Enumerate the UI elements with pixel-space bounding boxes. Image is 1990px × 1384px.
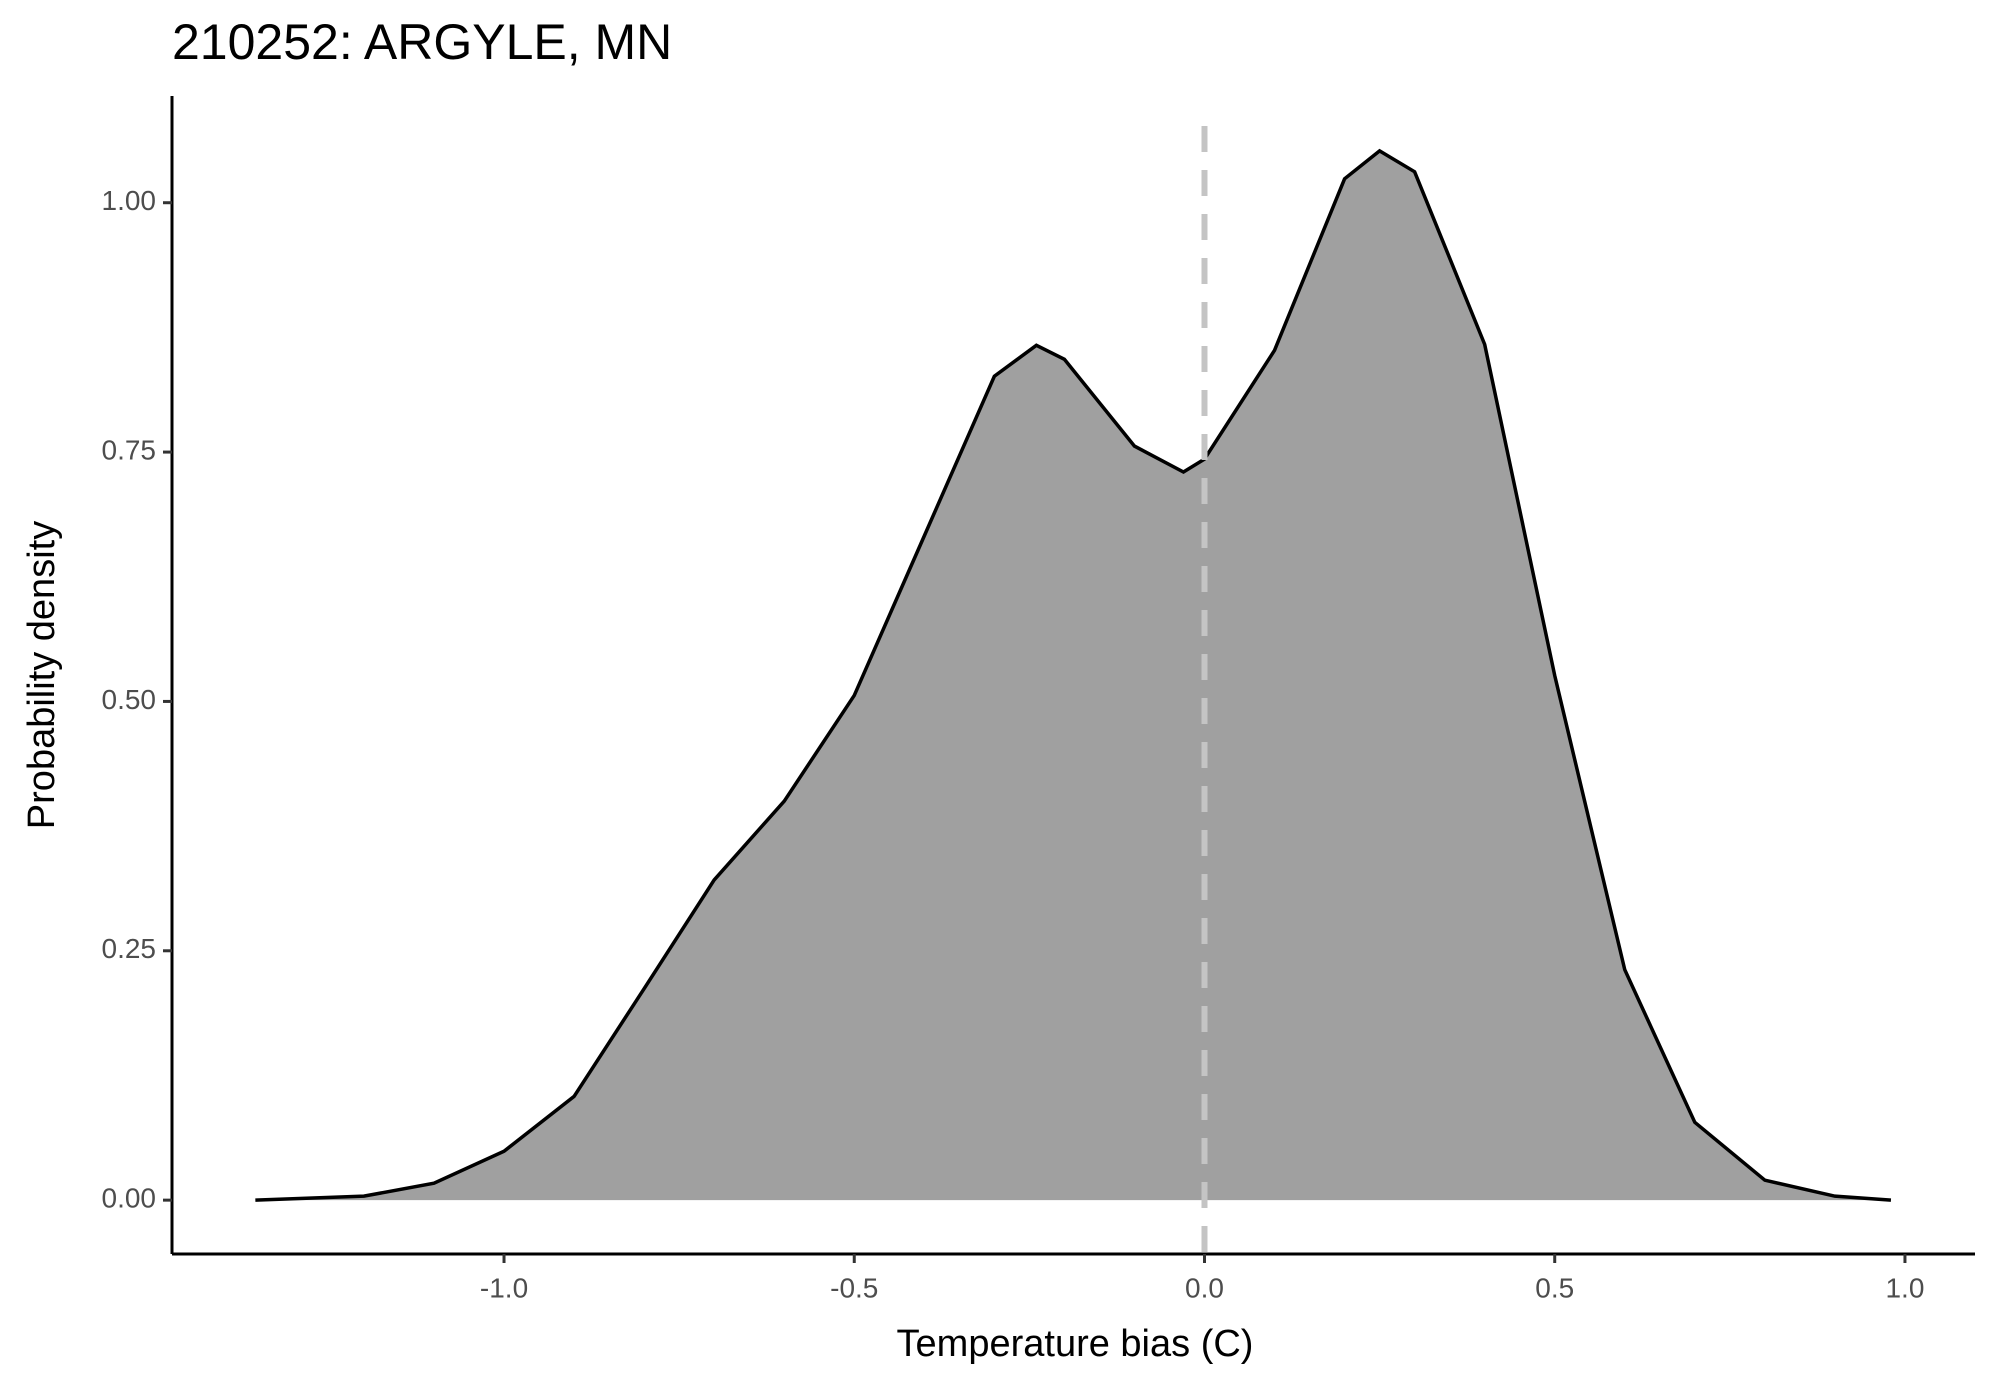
x-tick-label: -1.0 <box>480 1272 528 1303</box>
x-axis-label: Temperature bias (C) <box>897 1323 1254 1365</box>
x-tick-label: -0.5 <box>830 1272 878 1303</box>
y-tick-label: 0.50 <box>102 684 157 715</box>
x-tick-label: 0.5 <box>1535 1272 1574 1303</box>
chart-title: 210252: ARGYLE, MN <box>172 14 672 70</box>
y-axis-label: Probability density <box>21 521 63 829</box>
y-tick-label: 0.25 <box>102 933 157 964</box>
x-tick-label: 1.0 <box>1885 1272 1924 1303</box>
density-line <box>255 148 1892 1202</box>
x-tick-label: 0.0 <box>1185 1272 1224 1303</box>
density-area <box>255 150 1891 1201</box>
y-tick-label: 0.00 <box>102 1183 157 1214</box>
y-tick-label: 0.75 <box>102 434 157 465</box>
y-tick-label: 1.00 <box>102 185 157 216</box>
